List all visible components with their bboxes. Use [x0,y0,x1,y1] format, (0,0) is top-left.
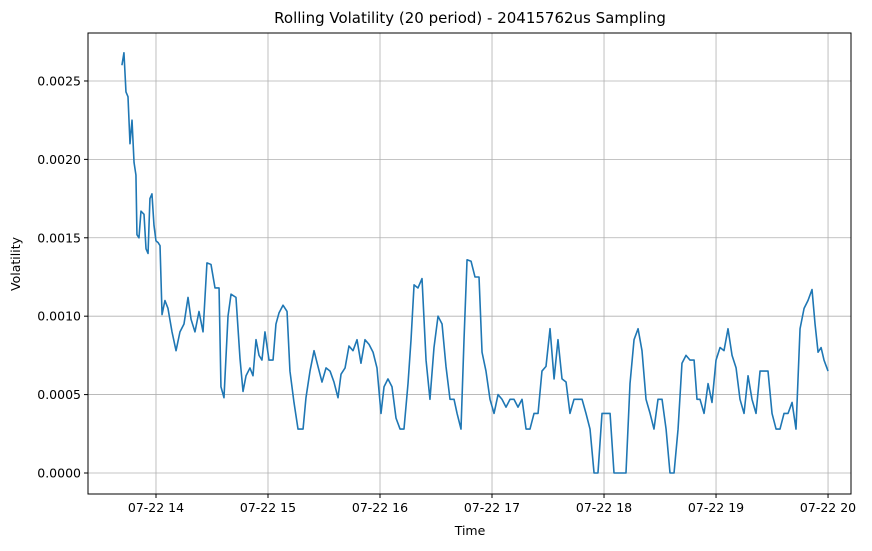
plot-frame [87,32,852,495]
y-tick-label: 0.0025 [37,73,81,88]
x-tick-label: 07-22 20 [800,500,856,515]
x-tick-label: 07-22 15 [240,500,296,515]
x-tick-label: 07-22 19 [688,500,744,515]
y-axis-label: Volatility [8,236,23,291]
x-tick-label: 07-22 16 [352,500,408,515]
y-tick-label: 0.0015 [37,230,81,245]
y-tick-label: 0.0005 [37,387,81,402]
x-tick-label: 07-22 14 [128,500,184,515]
y-tick-label: 0.0010 [37,309,81,324]
x-axis-label: Time [454,523,486,538]
line [121,51,829,474]
chart-title: Rolling Volatility (20 period) - 2041576… [274,9,666,27]
x-tick-label: 07-22 18 [576,500,632,515]
y-tick-label: 0.0020 [37,152,81,167]
y-tick-label: 0.0000 [37,465,81,480]
x-tick-label: 07-22 17 [464,500,520,515]
